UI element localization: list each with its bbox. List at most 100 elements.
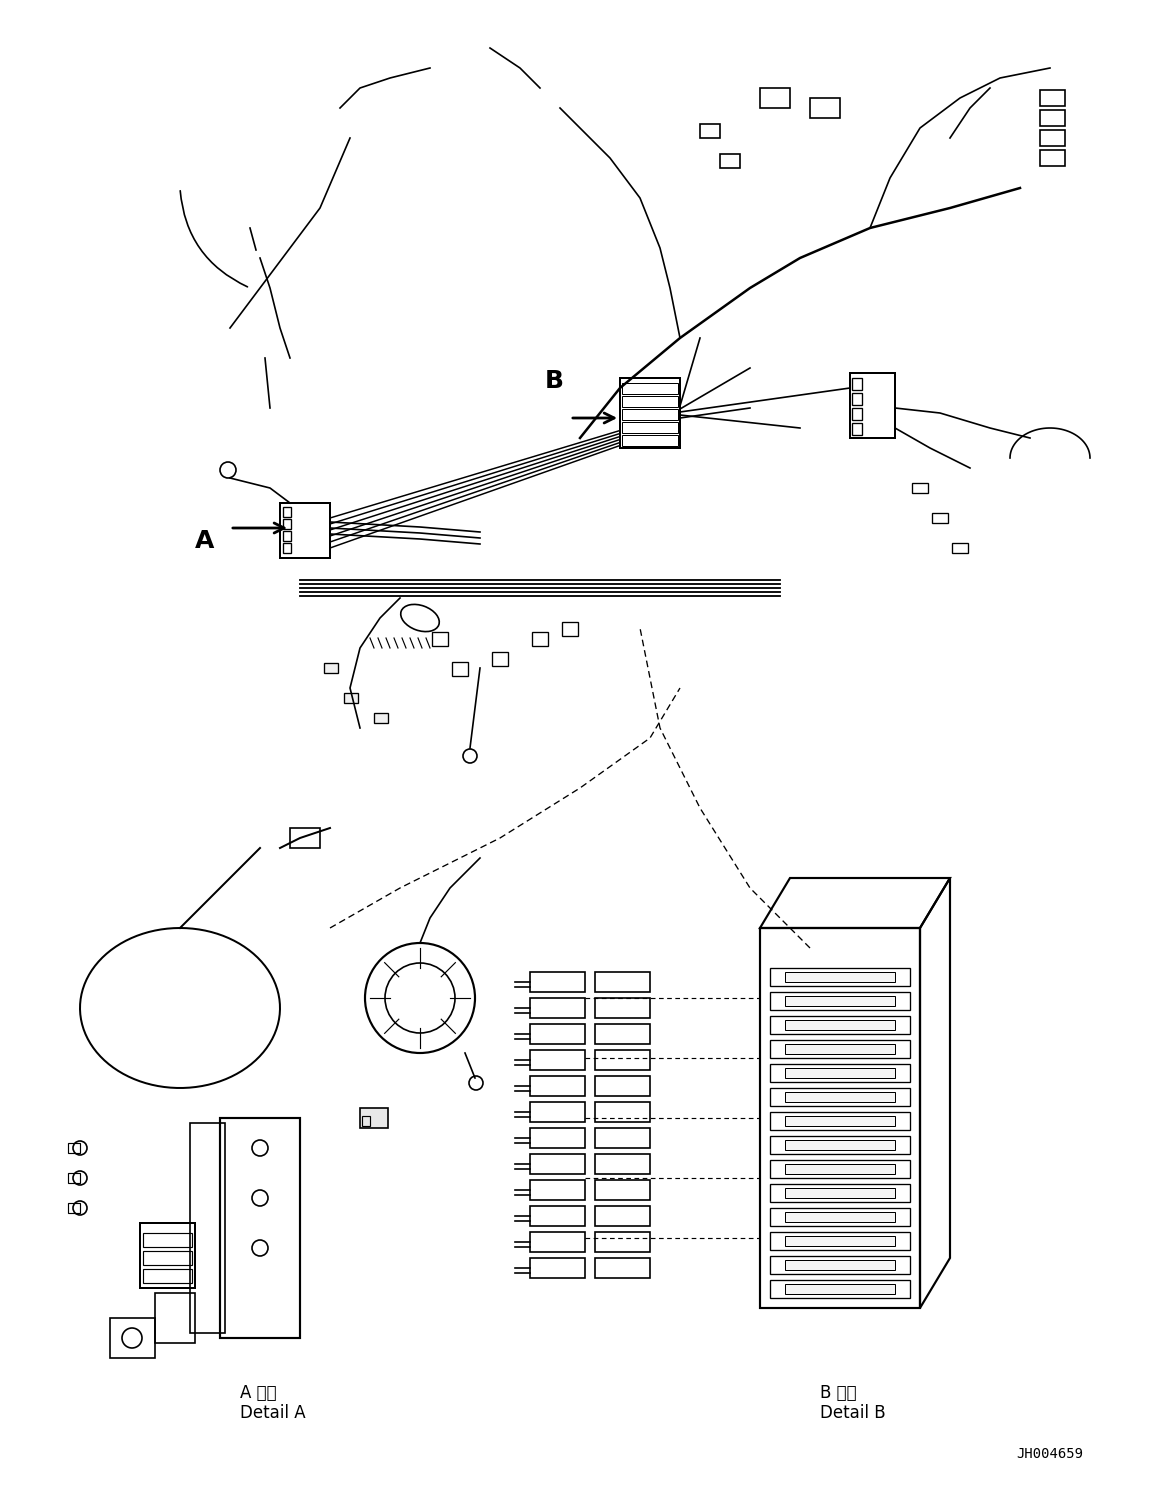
Bar — [530, 998, 585, 1018]
Bar — [785, 1045, 896, 1054]
Bar — [852, 393, 862, 405]
Bar — [770, 1208, 909, 1226]
Bar — [785, 1068, 896, 1077]
Bar — [595, 1155, 650, 1174]
Bar — [785, 1092, 896, 1103]
Bar — [785, 1260, 896, 1269]
Bar — [530, 1205, 585, 1226]
Bar — [362, 1116, 370, 1126]
Bar — [595, 1024, 650, 1045]
Bar — [622, 382, 678, 394]
Bar — [595, 1076, 650, 1097]
Bar — [492, 652, 508, 667]
Bar — [852, 423, 862, 434]
Bar — [530, 1128, 585, 1149]
Bar — [785, 1140, 896, 1150]
Bar — [785, 1019, 896, 1030]
Bar — [530, 1257, 585, 1278]
Bar — [785, 972, 896, 982]
Bar — [785, 1284, 896, 1295]
Bar — [770, 1184, 909, 1202]
Bar — [622, 409, 678, 420]
Bar — [1040, 89, 1065, 106]
Bar — [452, 662, 468, 676]
Bar — [143, 1251, 192, 1265]
Bar — [770, 1112, 909, 1129]
Bar — [770, 1256, 909, 1274]
Bar — [283, 531, 291, 542]
Bar — [595, 1180, 650, 1199]
Bar — [531, 632, 548, 646]
Bar — [595, 1128, 650, 1149]
Bar — [770, 992, 909, 1010]
Bar — [770, 1064, 909, 1082]
Text: B 詳細: B 詳細 — [820, 1384, 857, 1402]
Bar — [852, 378, 862, 390]
Bar — [530, 1076, 585, 1097]
Bar — [785, 1213, 896, 1222]
Bar — [595, 1051, 650, 1070]
Text: Detail B: Detail B — [820, 1405, 886, 1423]
Bar — [809, 98, 840, 118]
Bar — [110, 1318, 155, 1359]
Bar — [530, 1024, 585, 1045]
Bar — [595, 1205, 650, 1226]
Bar — [850, 373, 896, 437]
Bar — [595, 1232, 650, 1251]
Bar — [622, 396, 678, 408]
Bar — [770, 1040, 909, 1058]
Bar — [622, 423, 678, 433]
Bar — [770, 1016, 909, 1034]
Bar — [770, 1135, 909, 1155]
Bar — [155, 1293, 195, 1344]
Bar — [67, 1202, 80, 1213]
Bar — [283, 543, 291, 554]
Bar — [785, 995, 896, 1006]
Bar — [143, 1269, 192, 1283]
Bar — [785, 1116, 896, 1126]
Bar — [190, 1123, 224, 1333]
Bar — [770, 1232, 909, 1250]
Bar — [374, 713, 388, 723]
Bar — [770, 969, 909, 987]
Bar — [1040, 129, 1065, 146]
Bar — [530, 1051, 585, 1070]
Bar — [280, 503, 330, 558]
Bar — [220, 1117, 300, 1338]
Bar — [283, 519, 291, 530]
Bar — [720, 153, 740, 168]
Bar — [785, 1164, 896, 1174]
Bar — [770, 1161, 909, 1178]
Text: A: A — [195, 530, 214, 554]
Bar — [595, 1103, 650, 1122]
Bar — [785, 1187, 896, 1198]
Bar — [361, 1109, 388, 1128]
Bar — [530, 1180, 585, 1199]
Bar — [595, 998, 650, 1018]
Bar — [140, 1223, 195, 1289]
Bar — [344, 693, 358, 702]
Text: Detail A: Detail A — [240, 1405, 306, 1423]
Bar — [290, 827, 320, 848]
Bar — [932, 513, 948, 522]
Bar — [530, 1232, 585, 1251]
Bar — [770, 1280, 909, 1298]
Bar — [595, 1257, 650, 1278]
Bar — [852, 408, 862, 420]
Bar — [143, 1234, 192, 1247]
Bar — [530, 1103, 585, 1122]
Bar — [530, 972, 585, 992]
Bar — [530, 1155, 585, 1174]
Bar — [431, 632, 448, 646]
Bar — [324, 664, 338, 673]
Bar — [67, 1173, 80, 1183]
Bar — [1040, 110, 1065, 126]
Bar — [67, 1143, 80, 1153]
Bar — [620, 378, 680, 448]
Bar — [912, 484, 928, 493]
Text: B: B — [545, 369, 564, 393]
Bar — [759, 929, 920, 1308]
Bar — [759, 88, 790, 109]
Text: JH004659: JH004659 — [1016, 1446, 1084, 1461]
Bar — [595, 972, 650, 992]
